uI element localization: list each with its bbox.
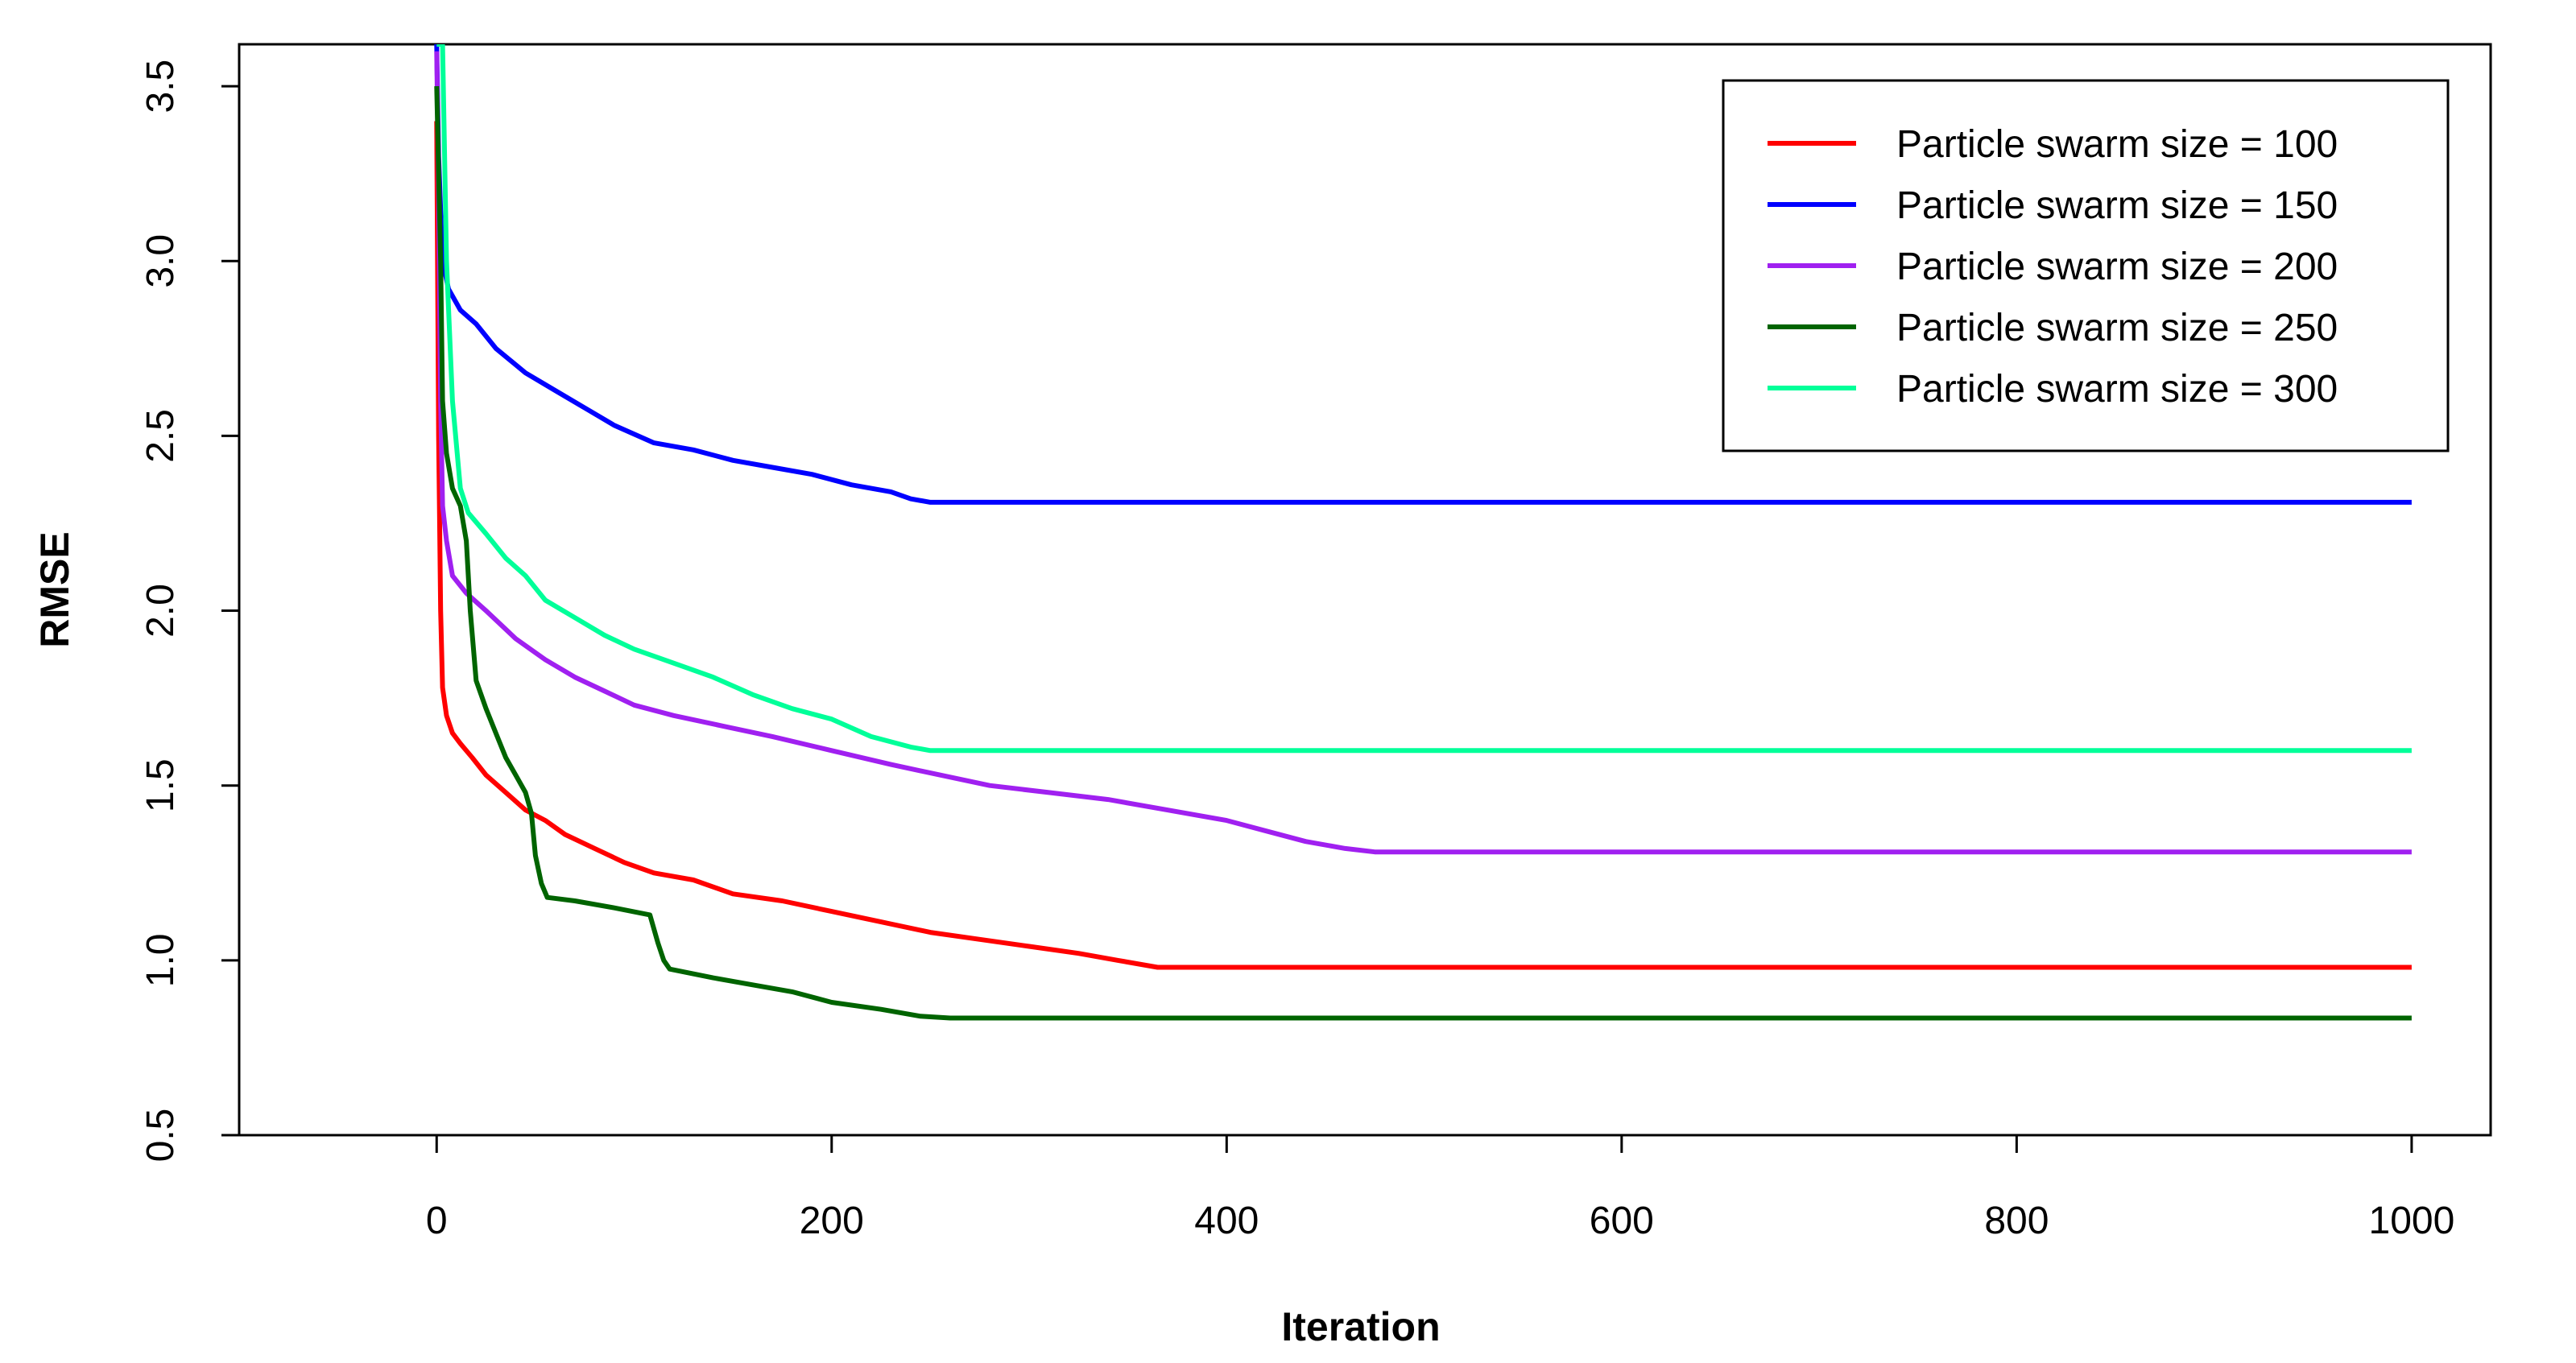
x-axis-title: Iteration — [1281, 1304, 1440, 1349]
legend: Particle swarm size = 100 Particle swarm … — [1722, 79, 2450, 452]
series-line-3 — [434, 51, 2412, 855]
legend-label-2: Particle swarm size = 150 — [1896, 184, 2338, 227]
x-tick-label: 800 — [1984, 1200, 2049, 1242]
series-line-5 — [436, 44, 2412, 754]
series-layer — [434, 44, 2412, 1021]
legend-label-5: Particle swarm size = 300 — [1896, 368, 2338, 411]
legend-label-1: Particle swarm size = 100 — [1896, 123, 2338, 166]
legend-label-4: Particle swarm size = 250 — [1896, 307, 2338, 349]
x-axis: 0 200 400 600 800 1000 — [426, 1134, 2455, 1242]
series-line-1 — [434, 121, 2412, 970]
y-axis-title: RMSE — [32, 531, 77, 647]
x-tick-label: 1000 — [2369, 1200, 2455, 1242]
series-line-4 — [434, 86, 2412, 1021]
x-tick-label: 200 — [800, 1200, 864, 1242]
x-tick-label: 600 — [1590, 1200, 1654, 1242]
y-tick-label: 3.5 — [139, 60, 182, 114]
y-tick-label: 2.5 — [139, 409, 182, 463]
legend-label-3: Particle swarm size = 200 — [1896, 246, 2338, 288]
y-tick-label: 2.0 — [139, 584, 182, 638]
x-tick-label: 0 — [426, 1200, 448, 1242]
y-tick-label: 1.0 — [139, 933, 182, 987]
y-tick-label: 1.5 — [139, 758, 182, 812]
series-line-2 — [434, 44, 2412, 505]
y-tick-label: 3.0 — [139, 234, 182, 288]
y-tick-label: 0.5 — [139, 1109, 182, 1163]
y-axis: 0.5 1.0 1.5 2.0 2.5 3.0 3.5 — [139, 60, 239, 1163]
x-tick-label: 400 — [1194, 1200, 1259, 1242]
